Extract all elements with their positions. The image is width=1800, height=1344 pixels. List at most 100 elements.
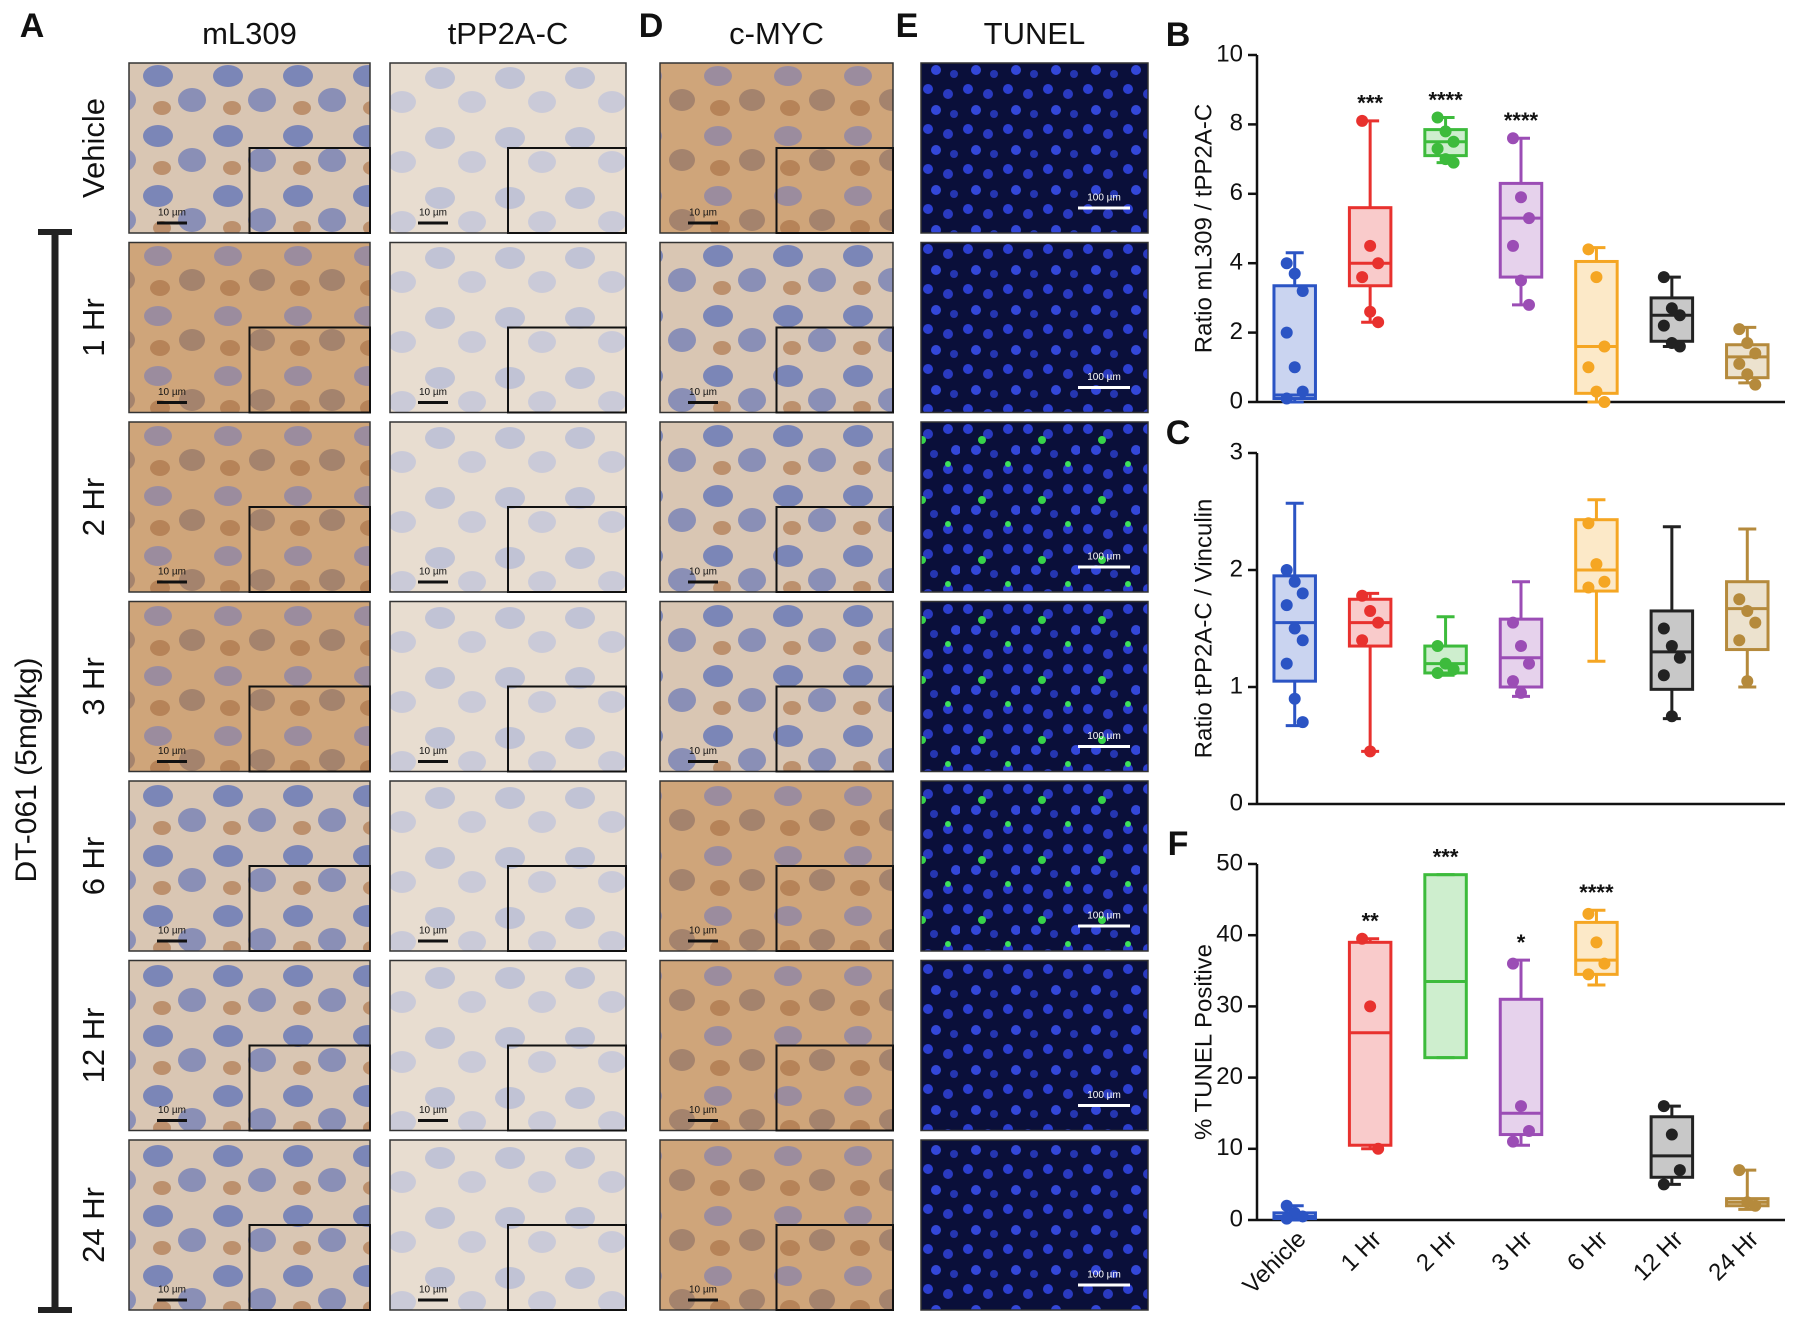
data-point [1507,675,1519,688]
data-point [1741,675,1754,688]
scale-bar-label: 100 µm [1087,731,1121,742]
x-tick-label: 24 Hr [1703,1226,1764,1287]
data-point [1296,385,1309,398]
y-tick-label: 6 [1230,179,1243,206]
data-point [1733,323,1746,336]
data-point [1657,1100,1670,1113]
data-point [1582,243,1595,256]
data-point [1657,669,1670,682]
scale-bar-label: 100 µm [1087,911,1121,922]
significance: **** [1504,108,1539,133]
data-point [1507,1135,1519,1148]
scale-bar-label: 10 µm [158,567,186,578]
data-point [1356,271,1369,284]
column-header: TUNEL [984,16,1086,51]
data-point [1598,396,1611,408]
scale-bar-label: 10 µm [419,926,447,937]
data-point [1364,604,1377,617]
row-label: 12 Hr [76,1008,111,1084]
data-point [1447,663,1460,676]
inset [775,685,894,773]
panel-label: D [639,7,664,45]
data-point [1439,125,1452,138]
data-point [1447,135,1460,148]
data-point [1590,936,1603,949]
data-point [1749,347,1762,360]
x-tick-label: 1 Hr [1336,1226,1387,1277]
data-point [1582,907,1595,920]
y-tick-label: 30 [1216,992,1243,1019]
x-tick-label: 6 Hr [1562,1226,1613,1277]
significance: ** [1362,909,1380,934]
scale-bar-label: 10 µm [158,746,186,757]
box [1574,920,1619,976]
y-tick-label: 8 [1230,110,1243,137]
data-point [1598,340,1611,353]
data-point [1372,257,1385,270]
box [1574,259,1619,395]
y-tick-label: 10 [1216,40,1243,67]
scale-bar-label: 10 µm [158,387,186,398]
data-point [1657,271,1670,284]
data-point [1749,616,1762,629]
panel-label: B [1166,16,1191,54]
data-point [1582,361,1595,374]
y-tick-label: 4 [1230,249,1243,276]
data-point [1431,142,1444,155]
y-tick-label: 20 [1216,1063,1243,1090]
scale-bar-label: 10 µm [158,208,186,219]
data-point [1733,357,1746,370]
scale-bar-label: 10 µm [689,208,717,219]
data-point [1356,634,1369,647]
scale-bar-label: 10 µm [419,1285,447,1296]
data-point [1280,392,1293,405]
panel-label: C [1166,414,1191,452]
data-point [1590,385,1603,398]
data-point [1296,1210,1309,1223]
data-point [1372,616,1385,629]
micrograph [920,1139,1149,1311]
scale-bar-label: 100 µm [1087,552,1121,563]
inset [248,1224,371,1311]
data-point [1515,640,1527,653]
scale-bar-label: 100 µm [1087,372,1121,383]
y-tick-label: 0 [1230,1205,1243,1232]
scale-bar-label: 10 µm [689,1105,717,1116]
data-point [1590,271,1603,284]
inset [775,326,894,414]
significance: *** [1433,844,1459,869]
data-point [1431,111,1444,124]
row-label: 2 Hr [76,478,111,537]
x-tick-label: Vehicle [1238,1226,1312,1300]
treatment-label: DT-061 (5mg/kg) [10,657,43,882]
significance: *** [1357,91,1383,116]
inset [775,1224,894,1311]
data-point [1507,239,1519,252]
data-point [1665,302,1678,315]
inset [507,865,627,952]
inset [248,147,371,234]
scale-bar-label: 100 µm [1087,1270,1121,1281]
data-point [1665,1128,1678,1141]
panel-label: A [20,7,45,45]
y-tick-label: 1 [1230,672,1243,699]
data-point [1582,517,1595,530]
scale-bar-label: 100 µm [1087,193,1121,204]
data-point [1507,132,1519,145]
inset [775,865,894,952]
data-point [1356,932,1369,945]
data-point [1296,587,1309,600]
row-label: Vehicle [76,98,111,198]
data-point [1741,337,1754,350]
data-point [1665,640,1678,653]
y-tick-label: 3 [1230,438,1243,465]
scale-bar-label: 10 µm [419,746,447,757]
data-point [1515,686,1527,699]
data-point [1657,1178,1670,1191]
column-header: mL309 [202,16,297,51]
data-point [1733,634,1746,647]
data-point [1280,326,1293,339]
data-point [1280,564,1293,576]
data-point [1431,666,1444,679]
x-tick-label: 12 Hr [1628,1226,1689,1287]
